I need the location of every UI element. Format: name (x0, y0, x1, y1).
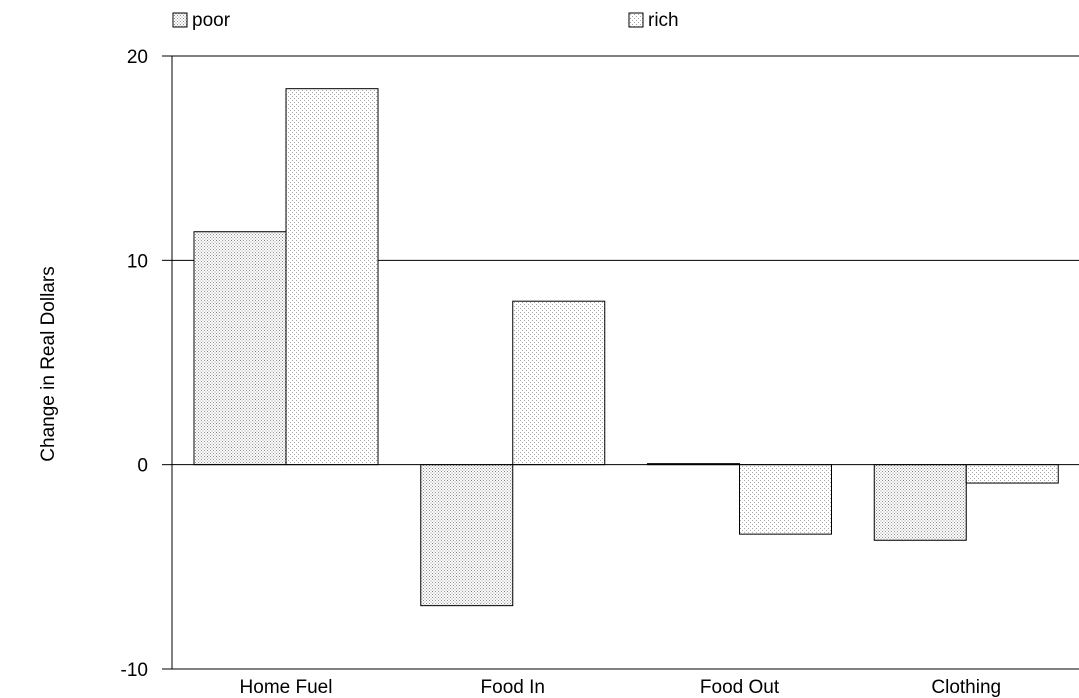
y-ticks: 20 10 0 -10 (121, 47, 172, 681)
y-tick-label: 20 (127, 47, 148, 68)
legend-label-rich: rich (648, 10, 679, 31)
y-tick-label: -10 (121, 660, 148, 681)
y-axis-label: Change in Real Dollars (38, 266, 59, 461)
legend-item-poor: poor (172, 10, 231, 31)
bar-rich-food-in (512, 300, 606, 466)
y-tick-label: 10 (127, 251, 148, 272)
bar-poor-clothing (873, 464, 967, 541)
legend-swatch-rich (628, 12, 644, 28)
bar-rich-home-fuel (285, 88, 379, 466)
legend-label-poor: poor (192, 10, 231, 31)
y-tick-label: 0 (137, 456, 148, 477)
bar-rich-clothing (965, 464, 1059, 484)
bar-poor-home-fuel (193, 231, 287, 466)
bar-rich-food-out (739, 464, 832, 535)
legend-swatch-poor (172, 12, 188, 28)
bar-poor-food-in (420, 464, 514, 607)
x-category-label: Home Fuel (240, 677, 333, 698)
x-category-label: Food Out (700, 677, 780, 698)
legend: poor rich (172, 10, 679, 31)
legend-item-rich: rich (628, 10, 679, 31)
axes (171, 56, 1079, 670)
x-category-label: Clothing (931, 677, 1001, 698)
bars (193, 88, 1059, 607)
x-category-labels: Home Fuel Food In Food Out Clothing (240, 677, 1002, 698)
x-category-label: Food In (481, 677, 545, 698)
